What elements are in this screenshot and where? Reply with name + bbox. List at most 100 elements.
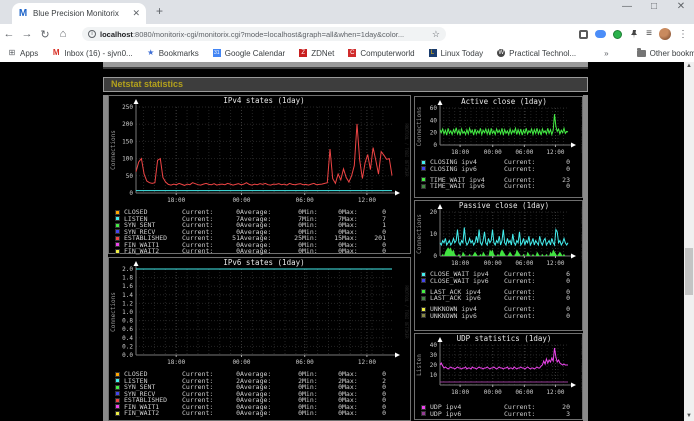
other-bookmarks[interactable]: Other bookmarks [637,49,694,58]
svg-text:UDP statistics (1day): UDP statistics (1day) [457,334,552,343]
udp-statistics-panel: 1020304018:0000:0006:0012:00UDP statisti… [414,333,583,420]
bookmarks-overflow-chevron[interactable]: » [604,49,608,58]
legend-color-swatch [421,177,426,182]
scrollbar-thumb[interactable] [685,248,693,295]
legend-row: CLOSING ipv6Current:0 [421,166,576,173]
page-scrollbar[interactable]: ▲ ▼ [684,62,694,421]
bookmark-linux-today[interactable]: LLinux Today [429,49,484,58]
bookmark-inbox[interactable]: MInbox (16) - sjvn0... [52,49,132,58]
svg-text:10: 10 [430,372,438,379]
list-extension-icon[interactable]: ≡ [646,29,652,39]
bookmark-practical-technology[interactable]: WPractical Technol... [497,49,576,58]
svg-text:06:00: 06:00 [296,197,314,204]
svg-text:12:00: 12:00 [546,389,564,394]
bookmark-star-icon[interactable]: ☆ [432,29,440,40]
bookmark-apps[interactable]: ⊞Apps [8,49,38,58]
wordpress-icon: W [497,49,505,57]
legend-color-swatch [421,272,426,277]
chart-svg: 1020304018:0000:0006:0012:00UDP statisti… [415,334,582,394]
bookmark-google-calendar[interactable]: 31Google Calendar [213,49,285,58]
active-close-legend: CLOSING ipv4Current:0CLOSING ipv6Current… [421,159,576,190]
legend-stat-label: Current: [182,248,222,255]
computerworld-icon: C [348,49,356,57]
legend-series-name: LAST_ACK ipv6 [430,295,504,302]
legend-series-name: UNKNOWN ipv6 [430,313,504,320]
svg-text:20: 20 [430,362,438,369]
new-tab-button[interactable]: + [156,4,163,18]
zdnet-icon: Z [299,49,307,57]
legend-stat-label: Min: [302,248,328,255]
legend-stat-value: 0 [544,295,570,302]
svg-text:1.2: 1.2 [122,300,133,307]
home-icon[interactable]: ⌂ [54,28,72,40]
chart-svg: 0102018:0000:0006:0012:00Passive close (… [415,201,582,269]
svg-text:00:00: 00:00 [232,197,250,204]
page-content: Netstat statistics 05010015020025018:000… [0,62,684,421]
legend-color-swatch [421,296,426,301]
svg-text:06:00: 06:00 [296,359,314,366]
svg-text:06:00: 06:00 [515,389,533,394]
scrollbar-up-icon[interactable]: ▲ [684,62,694,71]
apps-grid-icon: ⊞ [8,49,16,57]
legend-series-name: UDP ipv6 [430,411,504,418]
legend-color-swatch [115,242,120,247]
page-info-icon[interactable]: i [88,30,96,38]
legend-row: FIN_WAIT2Current:0Average:0Min:0Max:0 [115,410,405,417]
svg-text:Connections: Connections [110,130,117,170]
svg-text:0: 0 [129,190,133,197]
folder-icon [637,50,646,57]
browser-menu-icon[interactable]: ⋮ [678,29,688,40]
legend-color-swatch [421,278,426,283]
bookmark-bookmarks[interactable]: ★Bookmarks [147,49,199,58]
profile-avatar[interactable] [659,28,671,40]
section-title: Netstat statistics [111,79,183,89]
legend-row: LAST_ACK ipv6Current:0 [421,295,576,302]
svg-text:RRDTOOL / TOBI OETIKER: RRDTOOL / TOBI OETIKER [580,339,582,393]
legend-color-swatch [115,378,120,383]
bookmark-zdnet[interactable]: ZZDNet [299,49,334,58]
extension-square-icon[interactable] [579,30,588,39]
scrollbar-down-icon[interactable]: ▼ [684,412,694,421]
ipv6-states-panel: 0.00.20.40.60.81.01.21.41.61.82.018:0000… [108,257,411,421]
gmail-icon: M [52,49,60,57]
legend-stat-label: Current: [504,411,544,418]
legend-stat-label: Current: [182,410,222,417]
legend-stat-value: 0 [370,410,386,417]
legend-stat-value: 0 [222,248,240,255]
legend-stat-value: 0 [328,410,342,417]
section-header: Netstat statistics [103,77,588,92]
maximize-icon[interactable]: □ [649,1,659,12]
svg-text:18:00: 18:00 [167,197,185,204]
extension-green-icon[interactable] [613,30,622,39]
forward-icon[interactable]: → [18,28,36,40]
bookmarks-bar: ⊞Apps MInbox (16) - sjvn0... ★Bookmarks … [0,44,694,62]
svg-text:00:00: 00:00 [484,389,502,394]
legend-color-swatch [115,229,120,234]
svg-text:00:00: 00:00 [484,149,502,156]
svg-text:IPv6 states (1day): IPv6 states (1day) [223,258,304,267]
reload-icon[interactable]: ↻ [36,28,54,41]
svg-text:0.2: 0.2 [122,343,133,350]
url-input[interactable]: i localhost:8080/monitorix-cgi/monitorix… [82,27,446,41]
legend-color-swatch [115,210,120,215]
svg-text:12:00: 12:00 [358,197,376,204]
browser-tab[interactable]: M Blue Precision Monitorix ✕ [12,3,146,24]
chart-svg: 05010015020025018:0000:0006:0012:00IPv4 … [109,96,410,208]
legend-color-swatch [115,411,120,416]
extension-blue-icon[interactable] [595,30,606,38]
ipv4-states-legend: CLOSEDCurrent:0Average:0Min:0Max:0LISTEN… [115,209,405,255]
svg-text:18:00: 18:00 [167,359,185,366]
close-icon[interactable]: ✕ [676,1,686,12]
back-icon[interactable]: ← [0,28,18,40]
svg-text:50: 50 [126,173,134,180]
bookmark-computerworld[interactable]: CComputerworld [348,49,414,58]
minimize-icon[interactable]: — [622,1,632,12]
legend-stat-value: 0 [286,248,302,255]
pin-icon[interactable] [629,29,639,39]
tab-close-icon[interactable]: ✕ [132,8,140,19]
ipv6-states-legend: CLOSEDCurrent:0Average:0Min:0Max:0LISTEN… [115,371,405,417]
legend-color-swatch [421,166,426,171]
legend-color-swatch [115,216,120,221]
udp-statistics-chart: 1020304018:0000:0006:0012:00UDP statisti… [415,334,582,394]
svg-text:150: 150 [122,138,133,145]
